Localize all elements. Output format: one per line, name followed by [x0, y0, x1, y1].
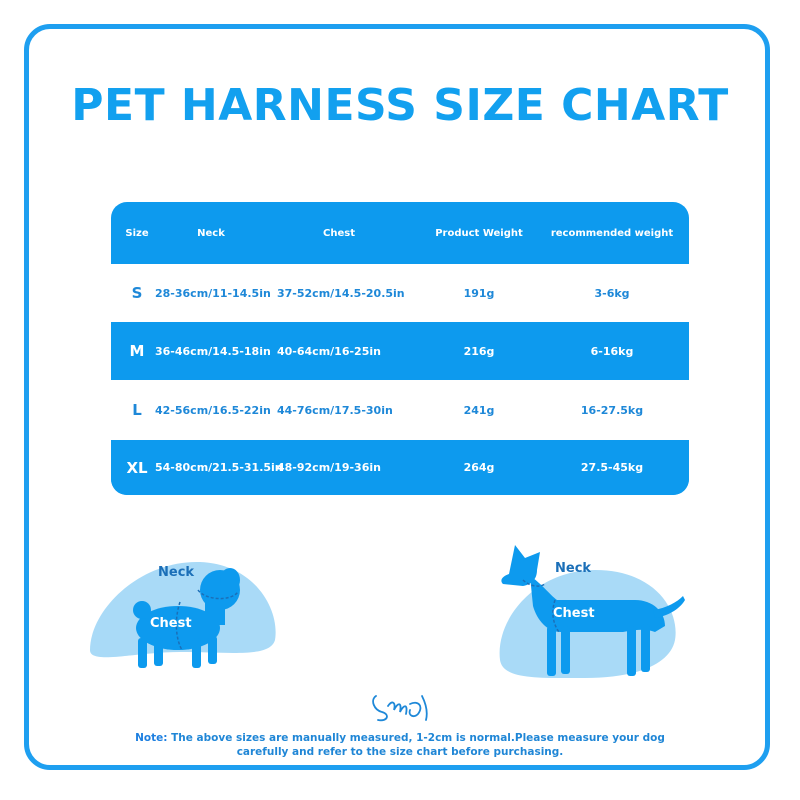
chest-label: Chest: [553, 606, 595, 621]
small-dog-silhouette-icon: [133, 568, 240, 668]
header-chest: Chest: [323, 227, 355, 239]
neck-cell: 42-56cm/16.5-22in: [155, 403, 271, 417]
recommended-weight-cell: 27.5-45kg: [580, 461, 644, 474]
chest-cell: 37-52cm/14.5-20.5in: [277, 286, 405, 300]
product-weight-cell: 216g: [463, 344, 495, 358]
neck-label: Neck: [555, 561, 591, 576]
size-cell: M: [129, 342, 145, 360]
table-row: L 42-56cm/16.5-22in 44-76cm/17.5-30in 24…: [111, 380, 689, 440]
size-cell: S: [131, 284, 143, 302]
header-recommended-weight: recommended weight: [550, 227, 674, 239]
header-neck: Neck: [197, 227, 225, 239]
size-table: Size Neck Chest Product Weight recommend…: [111, 202, 689, 495]
chest-cell: 40-64cm/16-25in: [277, 344, 381, 358]
size-cell: XL: [126, 458, 148, 477]
recommended-weight-cell: 3-6kg: [594, 286, 630, 300]
small-dog-diagram: Neck Chest: [90, 561, 276, 668]
neck-cell: 36-46cm/14.5-18in: [155, 344, 271, 358]
header-product-weight: Product Weight: [435, 227, 523, 239]
table-row: XL 54-80cm/21.5-31.5in 48-92cm/19-36in 2…: [111, 440, 689, 495]
table-row: S 28-36cm/11-14.5in 37-52cm/14.5-20.5in …: [111, 264, 689, 322]
note-line-2: carefully and refer to the size chart be…: [236, 746, 564, 758]
page-title: PET HARNESS SIZE CHART: [71, 80, 729, 131]
note-line-1: The above sizes are manually measured, 1…: [171, 732, 665, 744]
product-weight-cell: 264g: [463, 461, 495, 474]
recommended-weight-cell: 16-27.5kg: [580, 403, 644, 417]
header-size: Size: [125, 227, 149, 239]
chest-label: Chest: [150, 616, 192, 631]
product-weight-cell: 241g: [463, 403, 495, 417]
table-header-row: Size Neck Chest Product Weight recommend…: [111, 202, 689, 264]
chest-cell: 44-76cm/17.5-30in: [277, 403, 393, 417]
product-weight-cell: 191g: [463, 286, 495, 300]
note-label: Note:: [135, 732, 168, 744]
large-dog-diagram: Neck Chest: [499, 545, 685, 679]
neck-cell: 54-80cm/21.5-31.5in: [155, 461, 283, 474]
neck-label: Neck: [158, 565, 194, 580]
neck-cell: 28-36cm/11-14.5in: [155, 286, 271, 300]
brand-signature-logo-icon: [372, 695, 428, 722]
size-cell: L: [132, 401, 142, 419]
size-note: Note: The above sizes are manually measu…: [0, 731, 800, 759]
table-row: M 36-46cm/14.5-18in 40-64cm/16-25in 216g…: [111, 322, 689, 380]
large-dog-silhouette-icon: [501, 545, 685, 676]
recommended-weight-cell: 6-16kg: [590, 344, 634, 358]
chest-cell: 48-92cm/19-36in: [277, 461, 381, 474]
border-frame: [24, 24, 770, 770]
